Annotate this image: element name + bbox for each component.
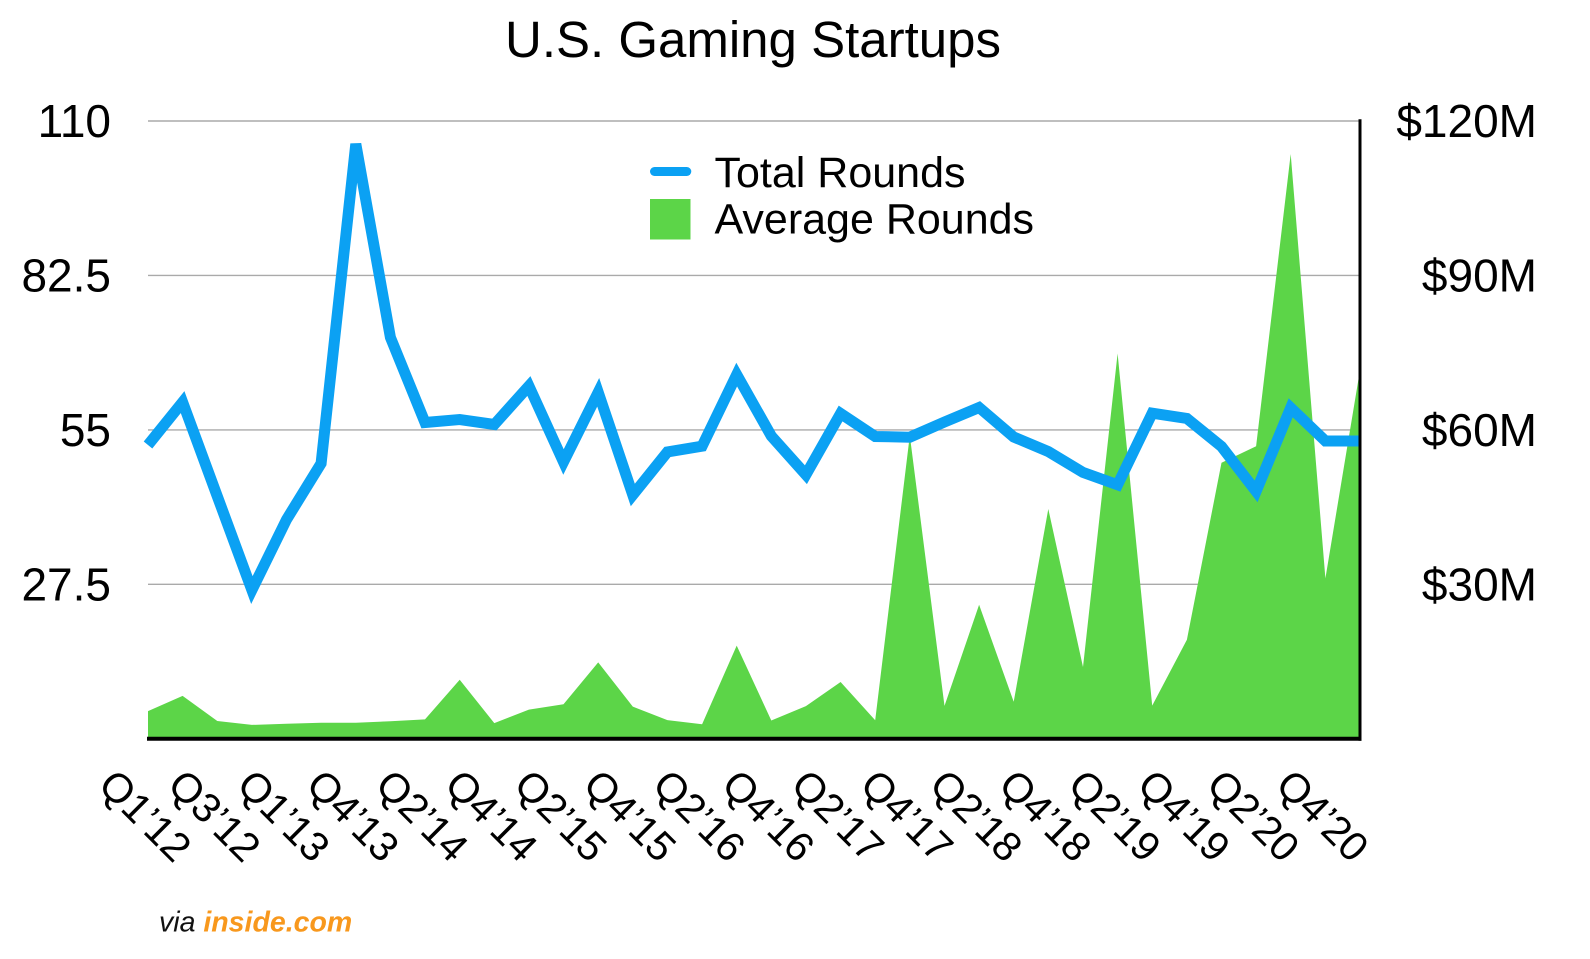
svg-text:82.5: 82.5 xyxy=(21,249,111,301)
svg-text:Average Rounds: Average Rounds xyxy=(715,196,1035,244)
svg-text:$30M: $30M xyxy=(1422,558,1537,610)
svg-text:$120M: $120M xyxy=(1396,95,1537,147)
svg-text:55: 55 xyxy=(60,404,111,456)
svg-text:110: 110 xyxy=(38,95,111,147)
svg-text:$90M: $90M xyxy=(1422,249,1537,301)
svg-text:27.5: 27.5 xyxy=(21,558,111,610)
svg-text:U.S. Gaming Startups: U.S. Gaming Startups xyxy=(505,11,1001,68)
svg-text:$60M: $60M xyxy=(1422,404,1537,456)
svg-text:via inside.com: via inside.com xyxy=(159,907,352,939)
svg-text:Total Rounds: Total Rounds xyxy=(715,149,966,197)
